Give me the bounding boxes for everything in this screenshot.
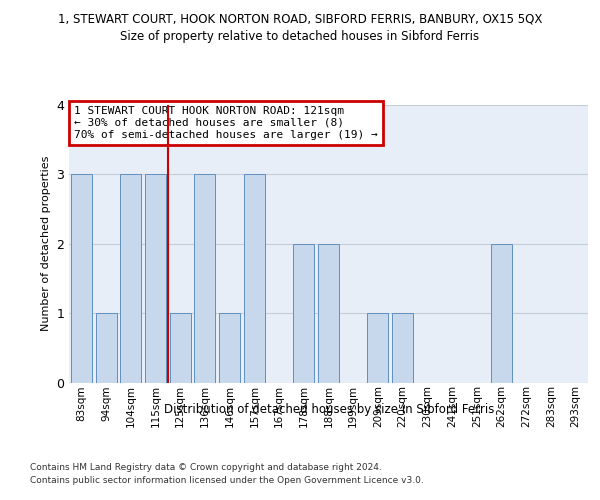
Text: Contains HM Land Registry data © Crown copyright and database right 2024.: Contains HM Land Registry data © Crown c… — [30, 462, 382, 471]
Bar — [120, 174, 141, 382]
Text: 1 STEWART COURT HOOK NORTON ROAD: 121sqm
← 30% of detached houses are smaller (8: 1 STEWART COURT HOOK NORTON ROAD: 121sqm… — [74, 106, 378, 140]
Bar — [194, 174, 215, 382]
Text: Contains public sector information licensed under the Open Government Licence v3: Contains public sector information licen… — [30, 476, 424, 485]
Bar — [170, 313, 191, 382]
Bar — [95, 313, 116, 382]
Y-axis label: Number of detached properties: Number of detached properties — [41, 156, 50, 332]
Text: 1, STEWART COURT, HOOK NORTON ROAD, SIBFORD FERRIS, BANBURY, OX15 5QX: 1, STEWART COURT, HOOK NORTON ROAD, SIBF… — [58, 12, 542, 26]
Bar — [293, 244, 314, 382]
Bar — [145, 174, 166, 382]
Bar — [219, 313, 240, 382]
Bar — [491, 244, 512, 382]
Bar — [71, 174, 92, 382]
Bar — [367, 313, 388, 382]
Text: Distribution of detached houses by size in Sibford Ferris: Distribution of detached houses by size … — [164, 402, 494, 415]
Bar — [244, 174, 265, 382]
Bar — [392, 313, 413, 382]
Text: Size of property relative to detached houses in Sibford Ferris: Size of property relative to detached ho… — [121, 30, 479, 43]
Bar — [318, 244, 339, 382]
